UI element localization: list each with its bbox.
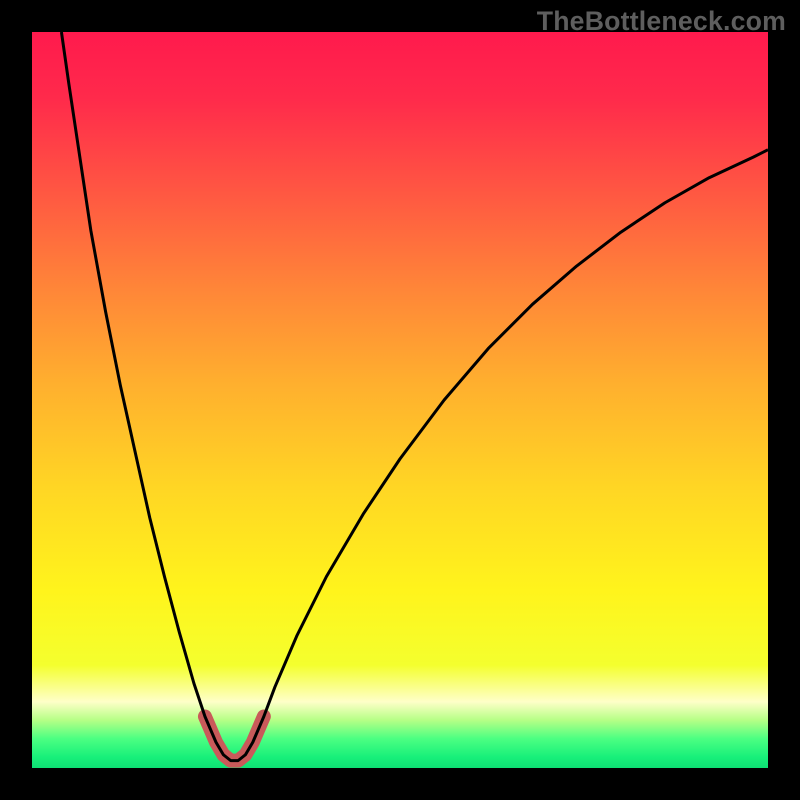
watermark-text: TheBottleneck.com	[537, 6, 786, 37]
chart-background	[32, 32, 768, 768]
bottleneck-chart	[0, 0, 800, 800]
chart-container: TheBottleneck.com	[0, 0, 800, 800]
